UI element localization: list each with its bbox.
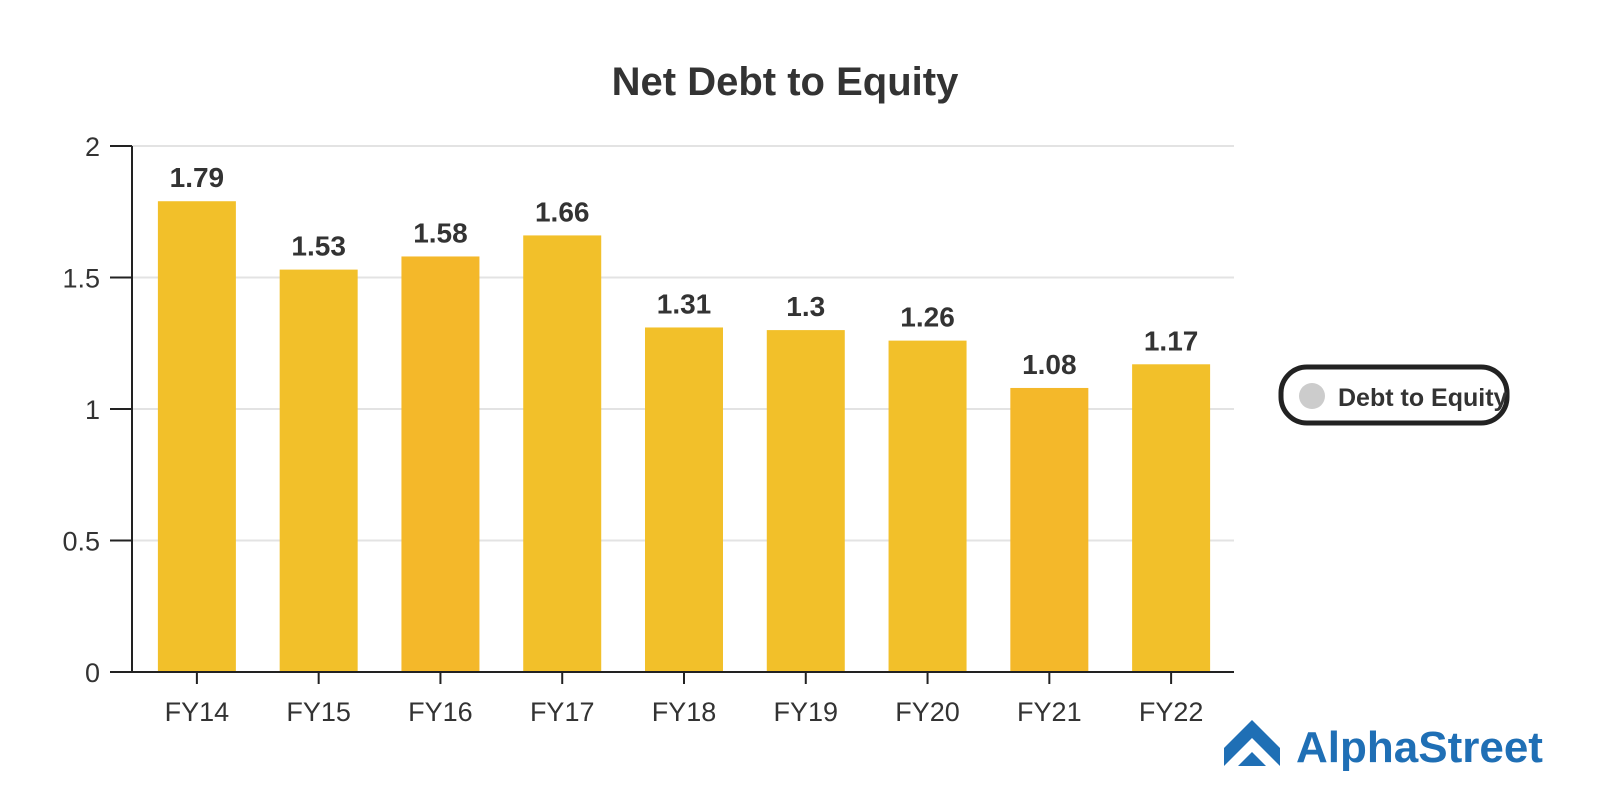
data-label: 1.3 (786, 291, 825, 322)
data-label: 1.53 (291, 231, 346, 262)
brand-name: AlphaStreet (1296, 723, 1543, 772)
x-tick-label: FY19 (774, 697, 839, 727)
brand-logo: AlphaStreet (1224, 720, 1543, 772)
y-tick-label: 2 (85, 132, 100, 162)
y-tick-label: 1 (85, 395, 100, 425)
x-tick-label: FY14 (165, 697, 230, 727)
y-tick-label: 1.5 (62, 264, 100, 294)
bar-fy18 (645, 327, 723, 672)
chart-title: Net Debt to Equity (612, 60, 959, 104)
x-tick-label: FY22 (1139, 697, 1204, 727)
x-tick-label: FY15 (286, 697, 351, 727)
bar-fy22 (1132, 364, 1211, 672)
data-label: 1.17 (1144, 325, 1199, 356)
data-label: 1.79 (170, 162, 225, 193)
y-tick-label: 0.5 (62, 527, 100, 557)
legend-marker (1299, 383, 1325, 409)
x-tick-label: FY20 (895, 697, 960, 727)
bar-fy20 (888, 340, 967, 672)
legend: Debt to Equity (1278, 364, 1510, 426)
legend-label: Debt to Equity (1338, 384, 1508, 412)
x-tick-label: FY16 (408, 697, 473, 727)
bar-fy14 (157, 201, 236, 673)
labels: 0 0.5 1 1.5 2 1.79 FY14 1.53 FY15 1.58 FY16 1.66 FY1… (62, 132, 1203, 727)
x-tick-label: FY17 (530, 697, 595, 727)
legend-box (1278, 364, 1510, 426)
bar-fy19 (766, 330, 845, 672)
bar-fy17 (523, 235, 602, 673)
axes (110, 145, 1234, 684)
house-chevron-icon (1224, 720, 1280, 766)
bar-fy15 (279, 269, 358, 672)
y-tick-label: 0 (85, 658, 100, 688)
data-label: 1.08 (1022, 349, 1077, 380)
x-tick-label: FY18 (652, 697, 717, 727)
data-label: 1.66 (535, 196, 590, 227)
x-tick-label: FY21 (1017, 697, 1082, 727)
data-label: 1.31 (657, 288, 712, 319)
bars (157, 201, 1211, 673)
data-label: 1.58 (413, 217, 468, 248)
bar-fy21 (1010, 387, 1089, 672)
data-label: 1.26 (900, 302, 955, 333)
bar-fy16 (401, 256, 480, 672)
